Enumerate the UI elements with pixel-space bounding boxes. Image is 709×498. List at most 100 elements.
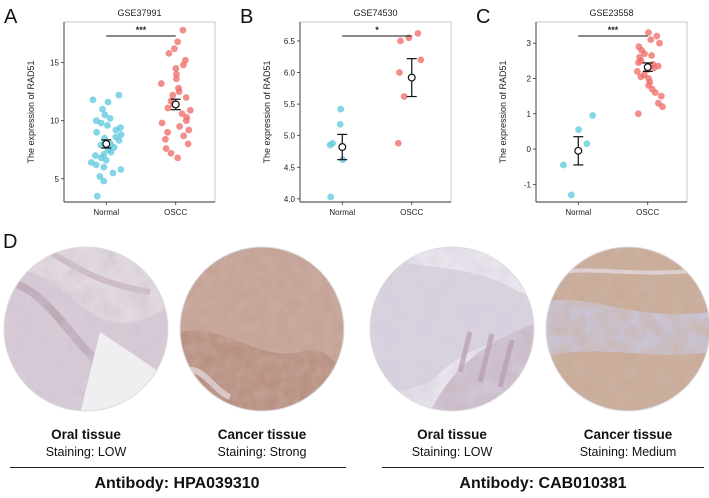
data-point — [100, 177, 108, 185]
data-point — [175, 88, 183, 96]
antibody-divider-2 — [382, 467, 704, 468]
data-point — [567, 191, 575, 199]
antibody-label-2: Antibody: CAB010381 — [459, 475, 627, 492]
data-point — [96, 173, 104, 180]
caption-cancer-tissue-2: Cancer tissue Staining: Medium — [543, 427, 709, 460]
data-point — [115, 91, 123, 99]
data-point — [645, 29, 652, 36]
y-tick-label: 1 — [527, 110, 532, 119]
data-point — [179, 26, 187, 34]
data-point — [651, 89, 659, 96]
data-point — [648, 52, 656, 59]
data-point — [99, 105, 106, 113]
data-point — [657, 92, 665, 100]
data-point — [650, 64, 658, 72]
y-tick-label: 2 — [527, 74, 532, 83]
mean-marker — [407, 73, 416, 82]
y-tick-label: 5 — [55, 175, 60, 184]
x-tick-label: OSCC — [164, 208, 187, 217]
caption-oral-tissue-2: Oral tissue Staining: LOW — [367, 427, 537, 460]
chart-panel-c: C GSE23558 -1 0 1 2 3 The expression of RAD51 No… — [476, 6, 688, 217]
data-point — [176, 123, 183, 130]
data-point — [575, 126, 583, 134]
data-point — [93, 128, 101, 136]
x-tick-label: Normal — [565, 208, 591, 217]
data-point — [97, 119, 105, 127]
tissue-core-cancer-strong — [179, 246, 345, 412]
chart-title: GSE37991 — [117, 8, 161, 18]
data-point — [106, 114, 114, 122]
x-tick-label: OSCC — [400, 208, 423, 217]
significance-label: * — [375, 25, 379, 35]
data-point — [589, 112, 597, 119]
data-point — [162, 145, 170, 152]
y-axis-label: The expression of RAD51 — [262, 60, 272, 163]
tissue-core-cancer-medium — [545, 246, 709, 412]
panel-d-figure: D — [3, 231, 709, 412]
data-point — [583, 140, 591, 148]
data-point — [174, 38, 182, 46]
data-point — [182, 94, 190, 101]
data-point — [91, 152, 99, 159]
y-tick-label: 3 — [527, 39, 532, 48]
data-point — [92, 161, 100, 169]
mean-marker — [338, 143, 347, 152]
data-point — [164, 128, 171, 136]
mean-marker — [102, 139, 111, 148]
data-point — [158, 119, 166, 127]
y-tick-label: 15 — [50, 59, 59, 68]
data-point — [647, 36, 655, 44]
staining-label: Staining: LOW — [45, 445, 127, 459]
data-point — [167, 149, 175, 157]
data-point — [633, 68, 641, 75]
caption-cancer-tissue-1: Cancer tissue Staining: Strong — [177, 427, 347, 460]
panel-d-letter: D — [3, 231, 17, 253]
significance-label: *** — [608, 25, 619, 35]
data-point — [164, 104, 172, 112]
y-tick-label: 6.5 — [284, 37, 296, 46]
panel-letter: C — [476, 6, 490, 28]
data-point — [184, 140, 192, 148]
tissue-core-oral-low-1 — [3, 246, 169, 412]
data-point — [117, 166, 125, 173]
data-point — [161, 135, 169, 143]
y-tick-label: 5.0 — [284, 132, 296, 141]
data-point — [326, 141, 334, 149]
y-tick-label: 10 — [50, 117, 59, 126]
y-tick-label: 4.5 — [284, 163, 296, 172]
plot-area — [535, 21, 688, 203]
plot-area — [299, 21, 452, 203]
tissue-label: Oral tissue — [51, 427, 121, 442]
y-tick-label: 6.0 — [284, 69, 296, 78]
data-point — [109, 169, 117, 177]
data-point — [396, 69, 403, 76]
data-point — [172, 65, 180, 72]
data-point — [169, 91, 177, 99]
data-point — [337, 105, 345, 113]
data-point — [174, 154, 182, 162]
data-point — [182, 117, 190, 125]
data-point — [115, 137, 123, 144]
y-axis-label: The expression of RAD51 — [26, 60, 36, 163]
data-point — [165, 49, 173, 57]
chart-panel-a: A GSE37991 5 10 15 The expression of RAD51 Nor… — [4, 6, 216, 217]
y-tick-label: 0 — [527, 145, 532, 154]
data-point — [179, 61, 187, 69]
tissue-label: Cancer tissue — [217, 427, 307, 442]
data-point — [185, 126, 193, 134]
tissue-label: Oral tissue — [417, 427, 487, 442]
tissue-core-oral-low-2 — [369, 246, 535, 412]
data-point — [102, 156, 110, 164]
significance-label: *** — [136, 25, 147, 35]
data-point — [186, 106, 194, 114]
mean-marker — [643, 63, 652, 72]
tissue-label: Cancer tissue — [583, 427, 673, 442]
y-axis-label: The expression of RAD51 — [498, 60, 508, 163]
panel-letter: B — [240, 6, 253, 28]
y-tick-label: 4.0 — [284, 195, 296, 204]
data-point — [107, 148, 115, 156]
data-point — [170, 45, 178, 53]
data-point — [397, 37, 404, 45]
y-tick-label: 5.5 — [284, 100, 296, 109]
data-point — [100, 163, 108, 171]
